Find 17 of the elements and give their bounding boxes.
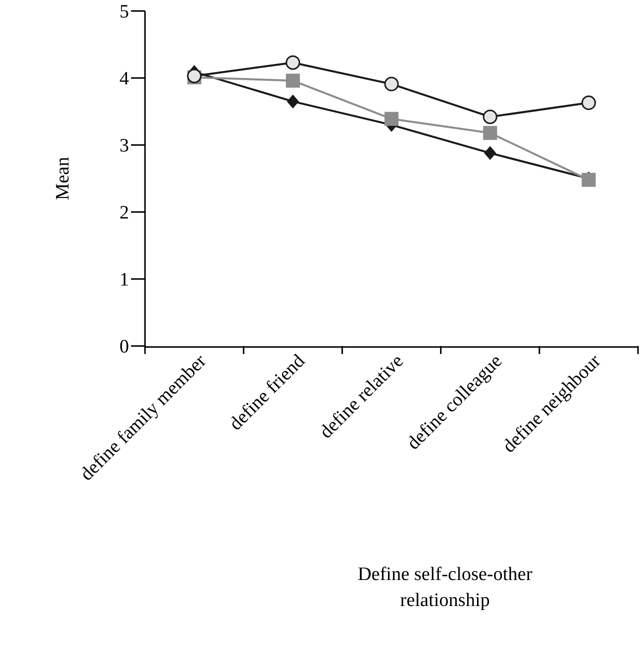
y-tick-label: 1 bbox=[120, 270, 129, 291]
point bbox=[483, 126, 498, 140]
point bbox=[484, 146, 496, 160]
point bbox=[384, 112, 398, 126]
x-axis-title: Define self-close-other relationship bbox=[356, 563, 534, 613]
y-tick-label: 0 bbox=[120, 336, 129, 358]
y-tick-label: 2 bbox=[120, 202, 129, 224]
y-axis-title: Mean bbox=[52, 156, 74, 200]
point bbox=[384, 76, 399, 92]
y-tick-label: 3 bbox=[120, 136, 129, 157]
point bbox=[286, 94, 299, 108]
point bbox=[482, 110, 498, 124]
y-tick-label: 5 bbox=[120, 2, 129, 23]
point bbox=[286, 55, 300, 70]
point bbox=[581, 96, 596, 110]
y-tick-label: 4 bbox=[120, 68, 130, 90]
point bbox=[286, 74, 300, 88]
